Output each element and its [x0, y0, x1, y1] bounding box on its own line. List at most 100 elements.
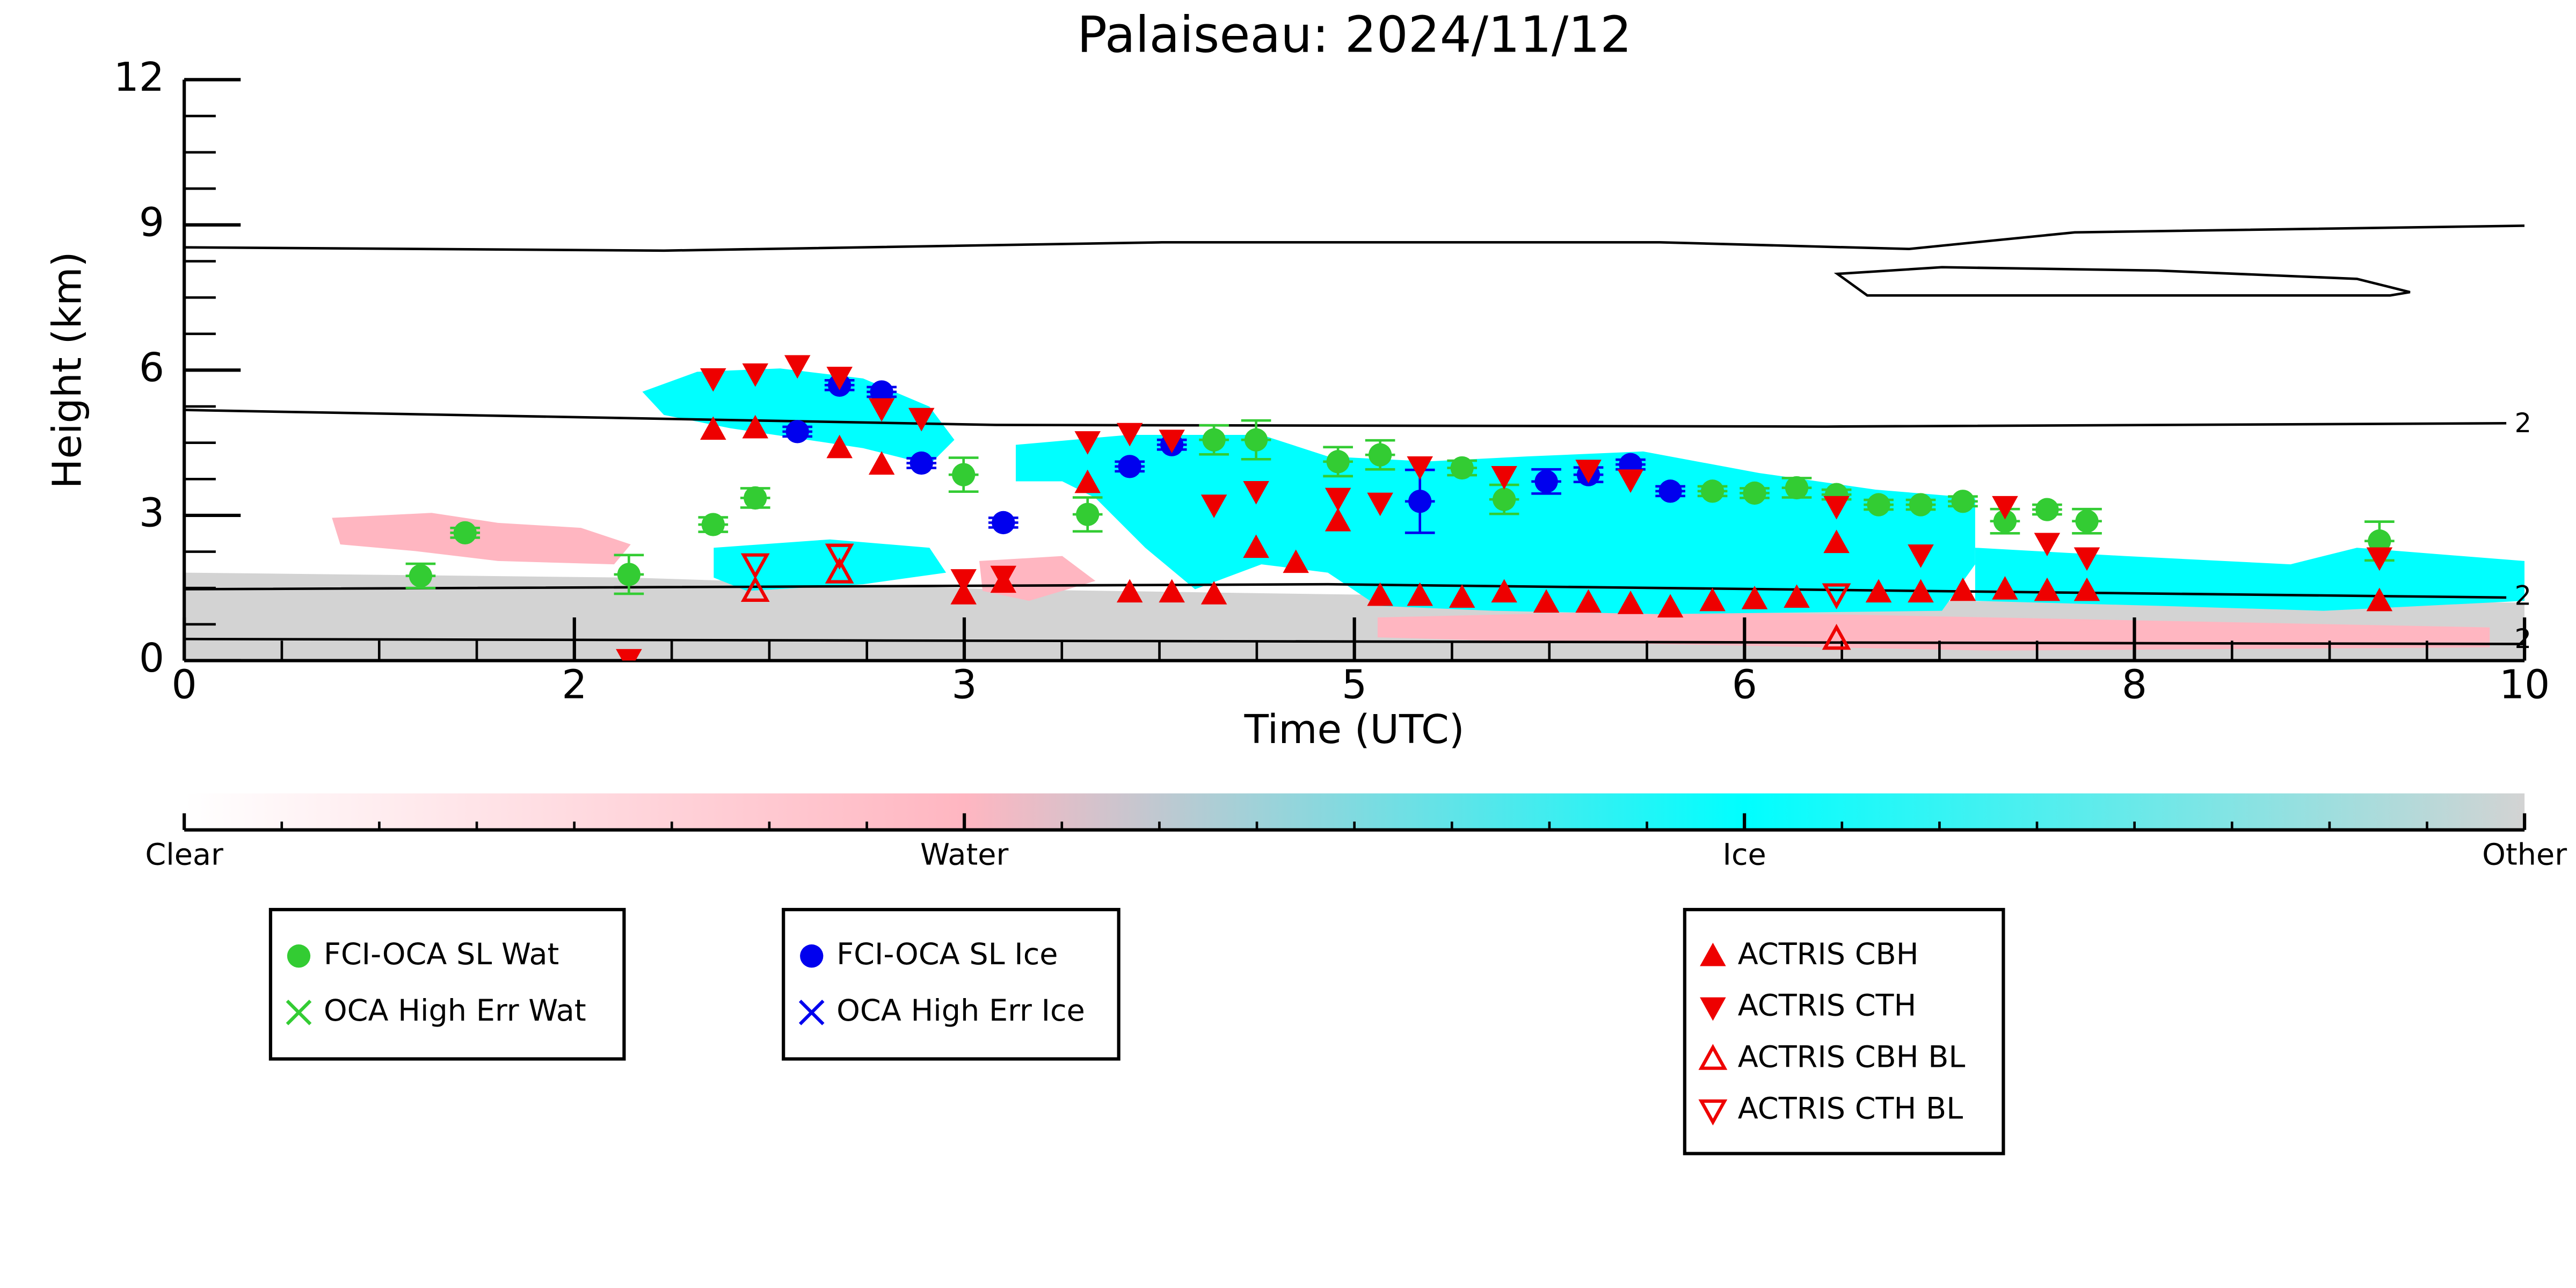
point — [1116, 423, 1143, 447]
x-tick-label: 10 — [2499, 661, 2550, 708]
point — [826, 367, 853, 390]
point — [950, 581, 977, 605]
point — [1908, 579, 1934, 603]
legend-label: ACTRIS CTH — [1738, 988, 1917, 1023]
point — [1822, 623, 1851, 650]
y-tick-label: 3 — [139, 490, 164, 536]
point — [2034, 533, 2061, 557]
point — [1325, 507, 1351, 532]
point — [1534, 470, 1558, 493]
point — [744, 486, 767, 510]
point — [1865, 579, 1892, 603]
point — [616, 649, 642, 661]
point — [1699, 587, 1726, 612]
legend-marker — [800, 944, 824, 968]
point — [908, 407, 935, 432]
point — [740, 576, 770, 602]
point — [990, 565, 1017, 590]
point — [2073, 547, 2100, 571]
point — [1283, 549, 1309, 573]
point — [1658, 479, 1682, 503]
legend-marker — [1700, 997, 1726, 1021]
legend-label: ACTRIS CBH BL — [1738, 1039, 1966, 1074]
point — [1200, 494, 1227, 518]
legend-label: OCA High Err Wat — [324, 993, 586, 1028]
legend-label: FCI-OCA SL Wat — [324, 937, 559, 972]
point — [1074, 469, 1101, 493]
point — [1325, 487, 1351, 512]
point — [826, 434, 853, 459]
point — [825, 557, 854, 584]
contour-label: 2 — [2515, 580, 2531, 611]
contour-line — [1833, 266, 2411, 297]
legend-marker — [287, 944, 311, 968]
point — [2075, 510, 2099, 533]
point — [1823, 496, 1850, 520]
legend-marker — [1698, 1044, 1728, 1070]
legend-box — [268, 908, 626, 1061]
point — [1492, 487, 1516, 511]
y-tick-label: 12 — [114, 54, 164, 100]
colorbar-label: Clear — [145, 837, 223, 872]
point — [1243, 534, 1269, 558]
point — [740, 553, 770, 579]
point — [617, 563, 641, 586]
point — [1407, 456, 1433, 480]
point — [1617, 591, 1644, 614]
point — [1450, 456, 1474, 480]
x-tick-label: 6 — [1732, 661, 1757, 708]
point — [950, 569, 977, 593]
point — [701, 513, 725, 536]
point — [1407, 582, 1433, 606]
point — [1657, 594, 1684, 618]
y-tick-label: 6 — [139, 345, 164, 391]
point — [1159, 579, 1185, 603]
ice-area — [642, 368, 955, 465]
point — [785, 420, 809, 443]
chart-title: Palaiseau: 2024/11/12 — [1077, 5, 1632, 63]
point — [1074, 431, 1101, 455]
x-tick-label: 5 — [1342, 661, 1367, 708]
colorbar-label: Ice — [1723, 837, 1766, 872]
point — [1449, 584, 1475, 608]
point — [1575, 460, 1602, 483]
point — [1909, 493, 1933, 516]
point — [1822, 583, 1851, 609]
x-tick-label: 2 — [562, 661, 587, 708]
point — [1700, 479, 1724, 503]
point — [1244, 428, 1268, 452]
point — [1116, 579, 1143, 603]
legend-label: FCI-OCA SL Ice — [836, 937, 1058, 972]
ice-area — [714, 539, 947, 591]
point — [2366, 547, 2393, 571]
point — [2035, 498, 2059, 521]
point — [1491, 579, 1517, 603]
x-tick-label: 8 — [2122, 661, 2147, 708]
point — [1202, 428, 1226, 452]
point — [700, 416, 726, 440]
legend-label: ACTRIS CBH — [1738, 937, 1919, 972]
contour-line — [184, 583, 2507, 599]
point — [868, 398, 895, 422]
x-tick-label: 3 — [951, 661, 977, 708]
y-axis-label: Height (km) — [44, 251, 90, 489]
point — [2366, 587, 2393, 612]
point — [2368, 529, 2391, 553]
point — [1823, 529, 1850, 554]
point — [1617, 469, 1644, 493]
cloud-field — [184, 224, 2525, 661]
point — [1575, 589, 1602, 613]
point — [1993, 510, 2017, 533]
contour-line — [184, 409, 2507, 428]
point — [952, 463, 976, 486]
point — [1949, 577, 1976, 601]
legend-box — [1683, 908, 2005, 1155]
point — [1784, 584, 1810, 608]
water-area — [1377, 610, 2490, 651]
point — [1408, 490, 1432, 513]
point — [1951, 490, 1975, 513]
point — [1367, 582, 1393, 606]
point — [1867, 493, 1890, 516]
x-tick-label: 0 — [172, 661, 197, 708]
